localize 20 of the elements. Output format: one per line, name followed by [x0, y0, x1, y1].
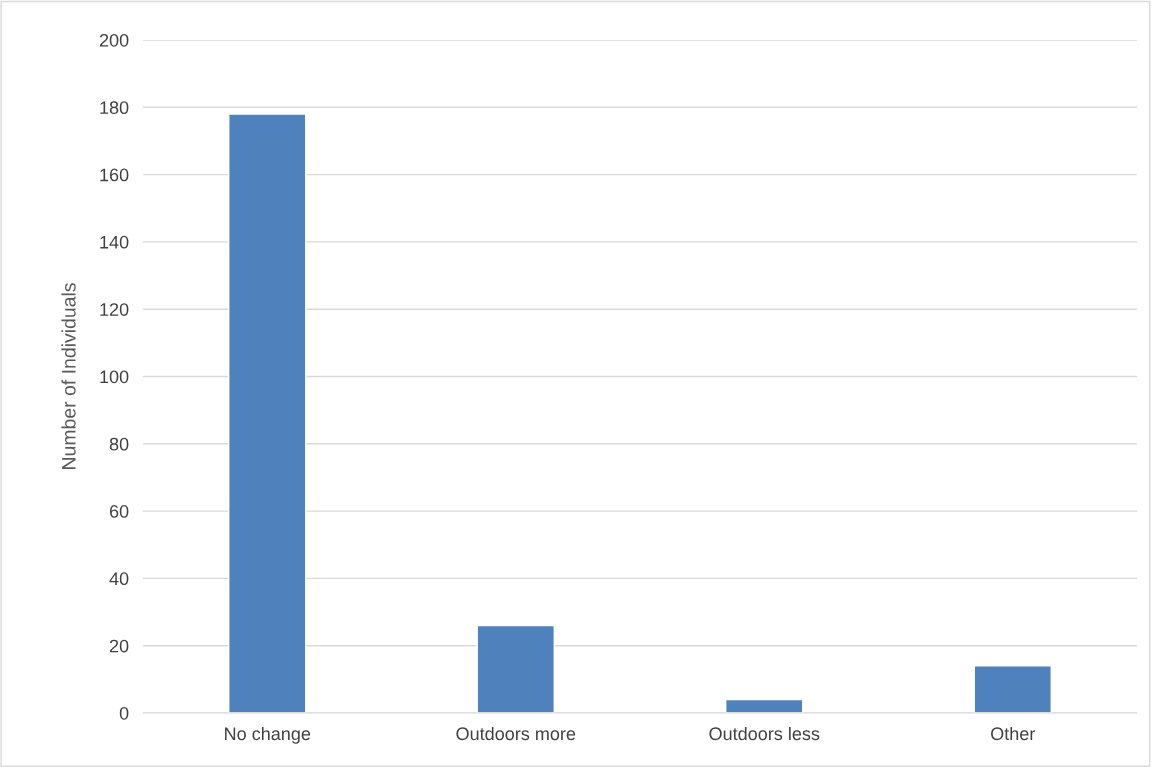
y-tick-label: 120 — [100, 303, 129, 316]
y-tick-label: 180 — [100, 101, 129, 115]
y-tick-label: 40 — [109, 572, 129, 586]
y-tick-label: 0 — [119, 706, 129, 720]
y-tick-label: 20 — [109, 639, 129, 653]
x-tick-label: Other — [991, 726, 1036, 741]
y-tick-label: 80 — [109, 437, 129, 451]
y-tick-label: 160 — [100, 168, 129, 182]
y-axis-title: Number of Individuals — [61, 283, 76, 469]
bar — [228, 113, 307, 713]
x-tick-label: Outdoors more — [456, 726, 576, 741]
bar — [725, 698, 804, 713]
y-tick-label: 140 — [100, 235, 129, 249]
y-tick-label: 100 — [100, 370, 129, 384]
y-tick-label: 60 — [109, 505, 129, 518]
x-tick-label: No change — [225, 726, 311, 744]
x-tick-label: Outdoors less — [709, 726, 820, 741]
bar — [476, 624, 555, 713]
y-tick-label: 200 — [99, 33, 129, 47]
bar — [973, 665, 1052, 713]
